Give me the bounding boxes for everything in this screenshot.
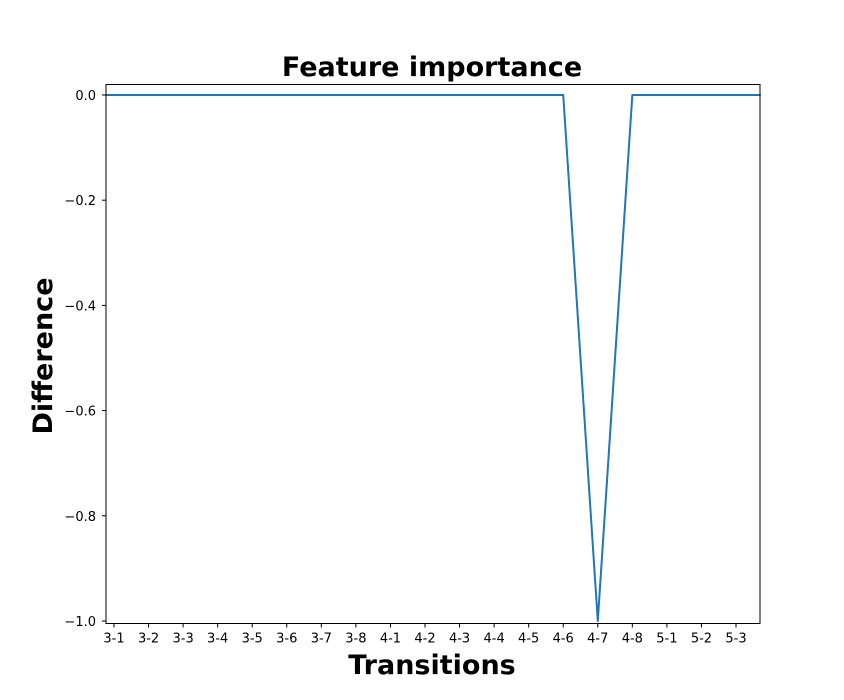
x-tick-label: 4-7 xyxy=(587,632,608,647)
x-tick-label: 4-1 xyxy=(380,632,401,647)
y-tick-label: 0.0 xyxy=(75,89,96,104)
y-tick-label: −1.0 xyxy=(64,615,96,630)
x-tick-label: 3-5 xyxy=(242,632,263,647)
x-tick-label: 5-1 xyxy=(656,632,677,647)
x-tick-label: 4-6 xyxy=(553,632,574,647)
x-tick-label: 4-4 xyxy=(483,632,504,647)
series-layer xyxy=(105,94,761,622)
x-tick-label: 3-4 xyxy=(207,632,228,647)
y-tick-label: −0.6 xyxy=(64,405,96,420)
y-axis-label: Difference xyxy=(28,277,59,434)
axes-frame xyxy=(105,84,761,624)
x-tick-label: 3-8 xyxy=(345,632,366,647)
x-tick-label: 5-3 xyxy=(725,632,746,647)
x-tick-label: 3-2 xyxy=(138,632,159,647)
y-tick-label: −0.2 xyxy=(64,194,96,209)
y-tick-label: −0.4 xyxy=(64,299,96,314)
x-tick-label: 4-8 xyxy=(622,632,643,647)
x-tick-label: 4-3 xyxy=(449,632,470,647)
x-tick-label: 3-6 xyxy=(276,632,297,647)
x-tick-label: 3-3 xyxy=(172,632,193,647)
plot-area xyxy=(105,84,761,624)
series-line xyxy=(105,94,761,622)
x-tick-label: 4-2 xyxy=(414,632,435,647)
x-axis-label: Transitions xyxy=(348,650,516,681)
x-axis: 3-1 3-2 3-3 3-4 3-5 3-6 3-7 3-8 4-1 4-2 4-3 4-4 4-5 4… xyxy=(103,623,747,647)
x-tick-label: 3-1 xyxy=(103,632,124,647)
x-tick-label: 3-7 xyxy=(311,632,332,647)
x-tick-label: 5-2 xyxy=(691,632,712,647)
y-axis: 0.0 −0.2 −0.4 −0.6 −0.8 −1.0 xyxy=(64,89,106,630)
x-tick-label: 4-5 xyxy=(518,632,539,647)
chart-title: Feature importance xyxy=(282,52,582,83)
y-tick-label: −0.8 xyxy=(64,510,96,525)
